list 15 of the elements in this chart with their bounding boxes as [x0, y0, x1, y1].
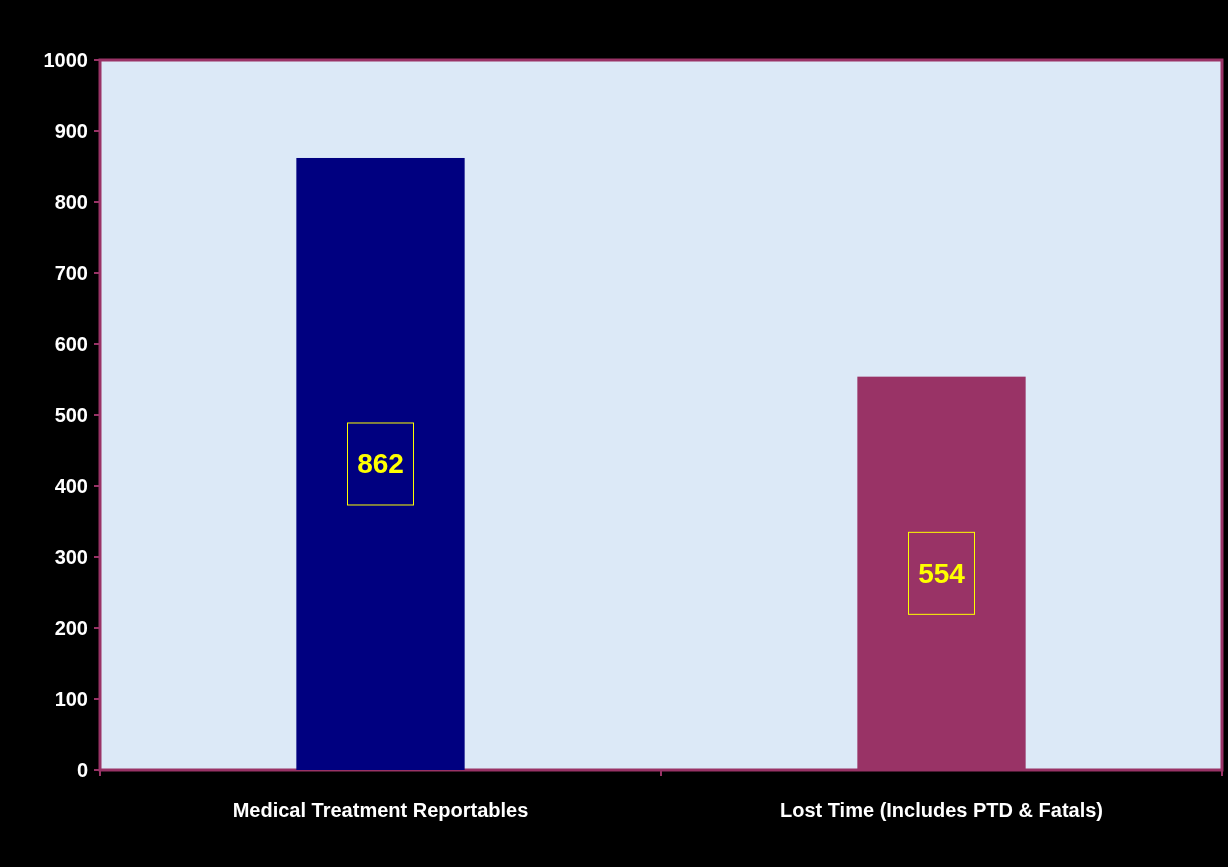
- y-tick-label: 300: [54, 546, 88, 568]
- y-tick-label: 800: [54, 191, 88, 213]
- y-tick-label: 600: [54, 333, 88, 355]
- x-tick-label: Lost Time (Includes PTD & Fatals): [779, 799, 1104, 821]
- y-tick-label: 1000: [43, 49, 88, 71]
- data-label: 554: [918, 557, 966, 589]
- y-tick-label: 700: [54, 262, 88, 284]
- y-tick-label: 100: [54, 688, 88, 710]
- y-tick-label: 900: [54, 120, 88, 142]
- y-tick-label: 200: [54, 617, 88, 639]
- y-tick-label: 0: [76, 759, 88, 781]
- y-tick-label: 400: [54, 475, 88, 497]
- y-tick-label: 500: [54, 404, 88, 426]
- x-tick-label: Medical Treatment Reportables: [232, 799, 529, 821]
- data-label: 862: [357, 448, 404, 480]
